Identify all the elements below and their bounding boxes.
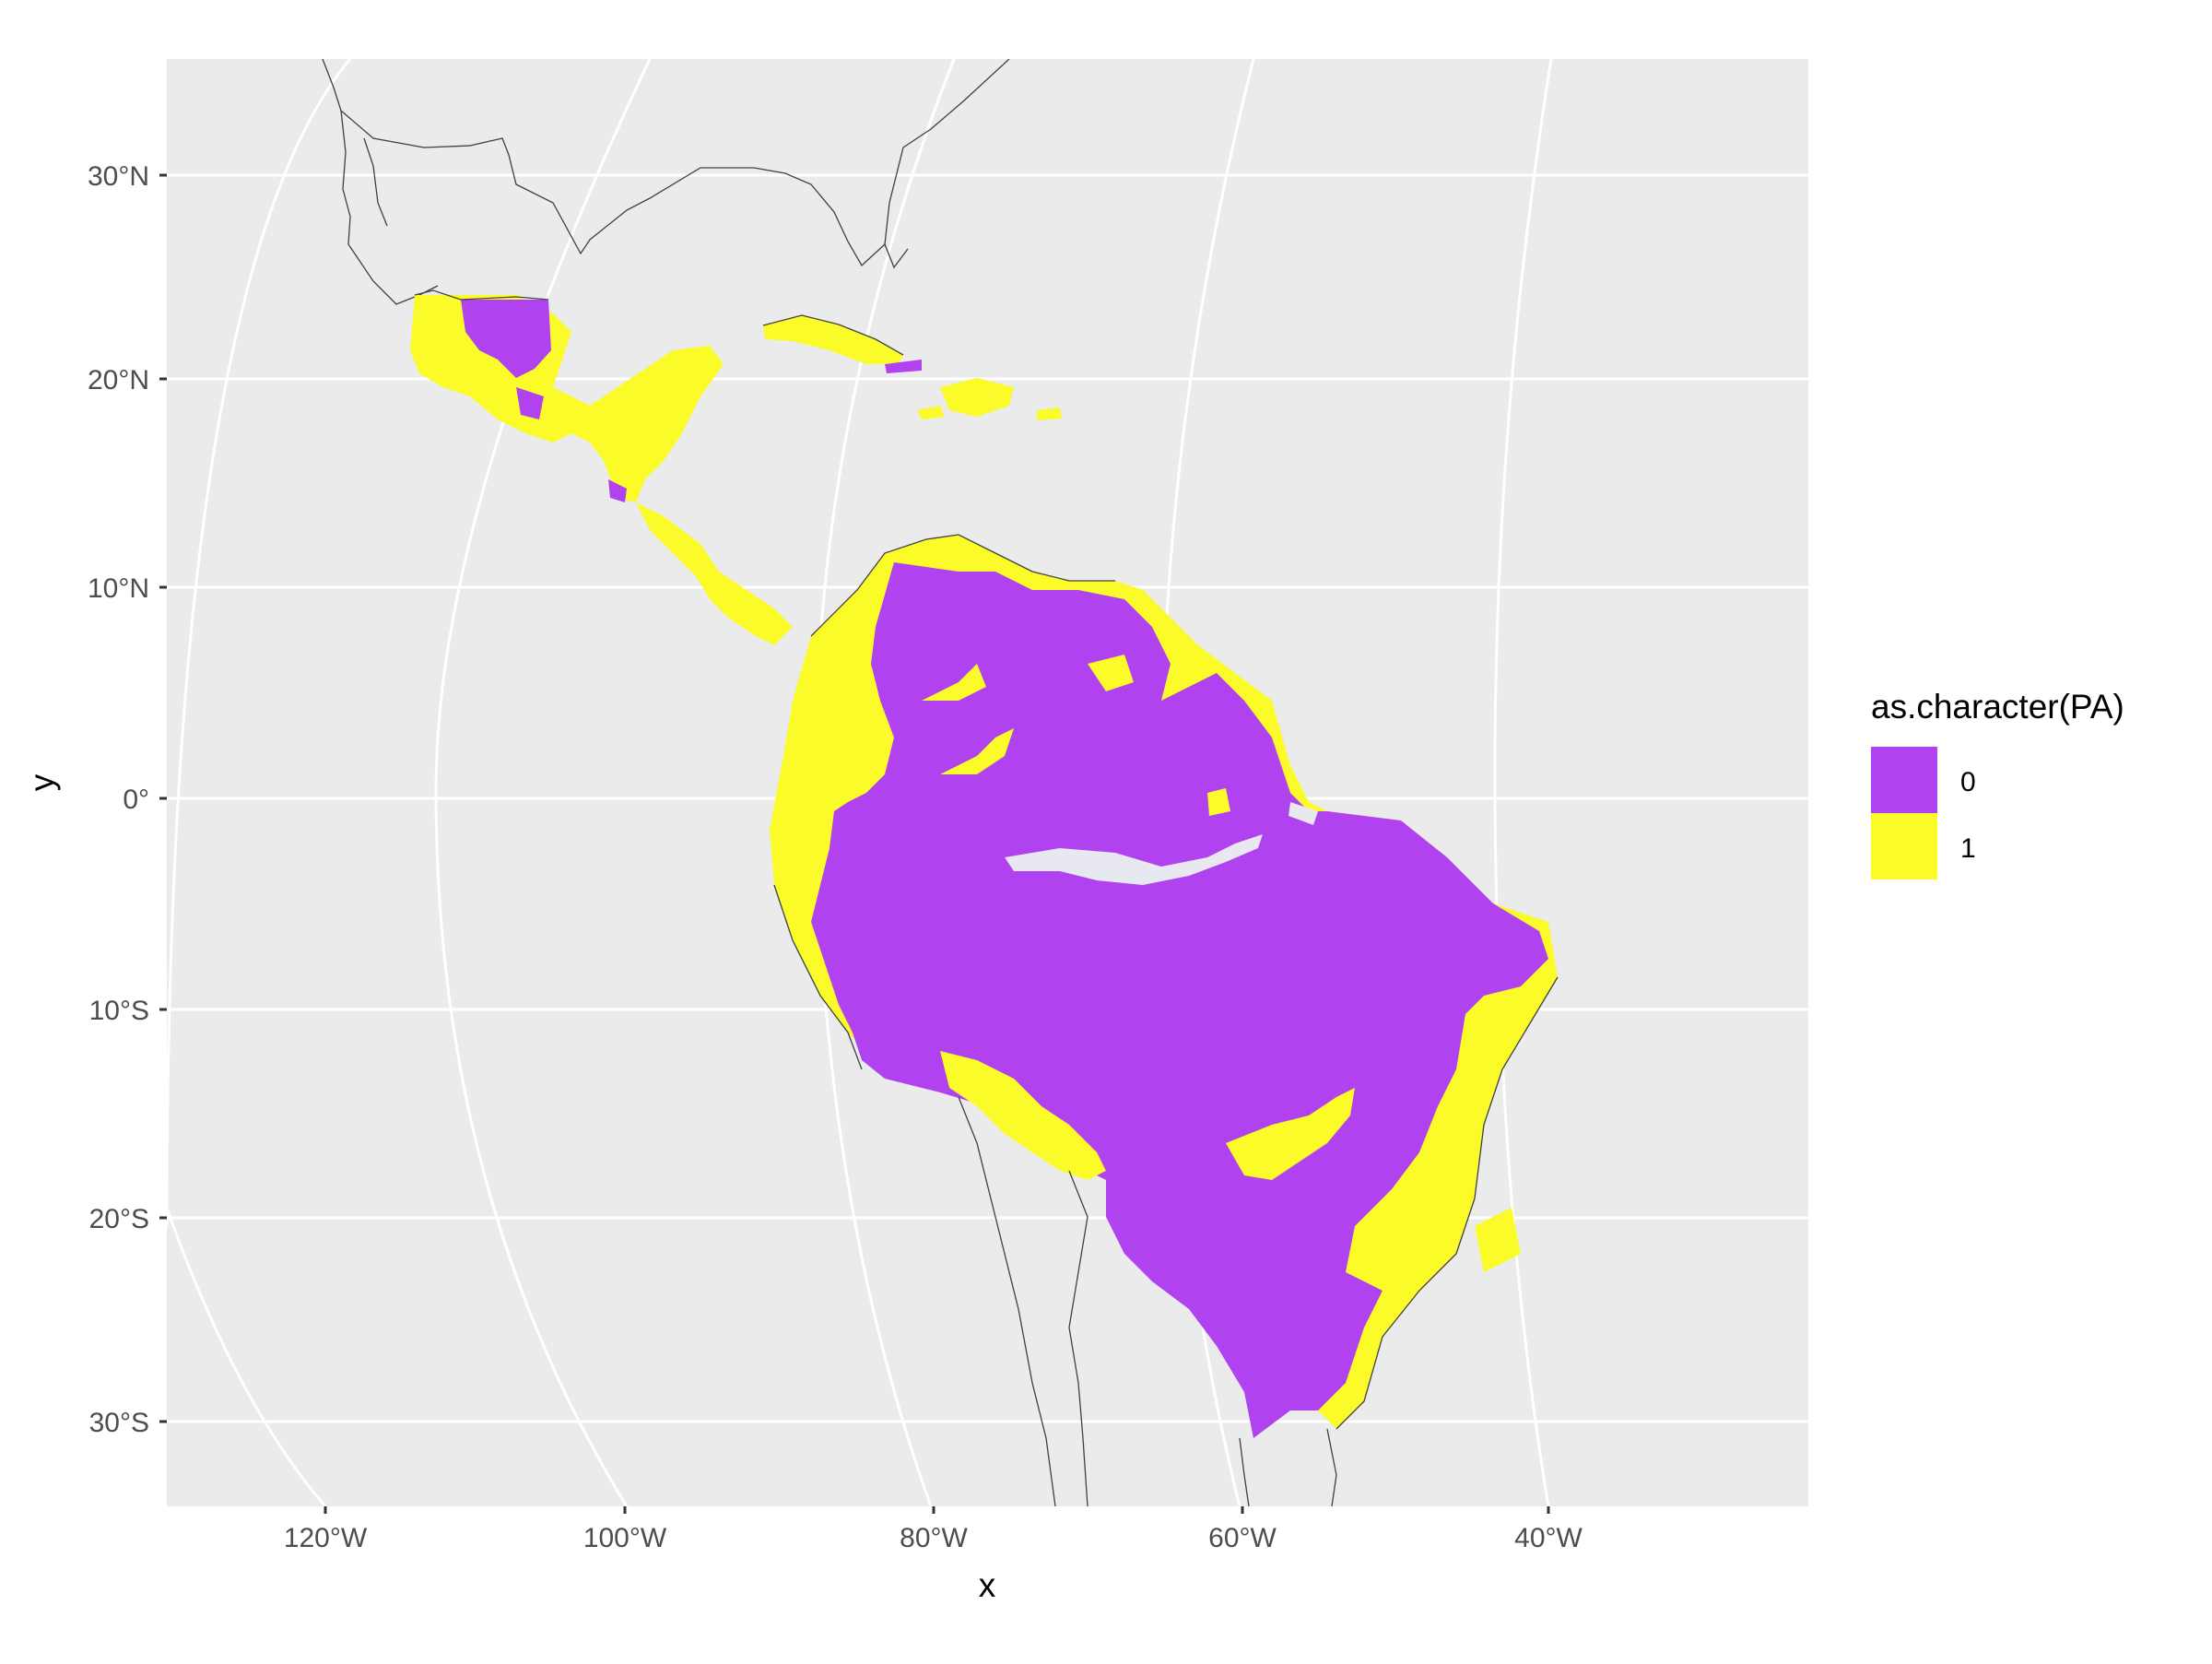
central-brazil-presence xyxy=(1226,1088,1355,1180)
cuba-absence-patch xyxy=(885,360,922,373)
y-tick-label: 10°N xyxy=(88,573,149,604)
presence-patches xyxy=(922,655,1521,1272)
baja-peninsula xyxy=(363,137,388,227)
legend-key-1 xyxy=(1871,813,1937,879)
no-data-gaps xyxy=(1005,802,1318,885)
x-tick-label: 120°W xyxy=(284,1523,368,1553)
south-america-absence xyxy=(811,562,1548,1438)
mexico-north-border xyxy=(414,289,549,301)
y-tick-label: 30°N xyxy=(88,161,149,192)
x-axis: 120°W 100°W 80°W 60°W 40°W xyxy=(284,1506,1583,1553)
amazon-presence-patch xyxy=(1207,788,1230,816)
meridian-130w xyxy=(167,59,352,1227)
coastlines xyxy=(414,289,1559,1506)
legend-label-1: 1 xyxy=(1960,833,1976,864)
north-presence-patch xyxy=(940,728,1014,774)
central-america-absence-patch xyxy=(608,479,627,502)
guiana-presence-patch xyxy=(1088,655,1134,691)
amazon-river-gap xyxy=(1005,834,1263,885)
venezuela-presence-patch xyxy=(922,664,986,701)
y-tick-label: 20°N xyxy=(88,365,149,395)
uruguay-border xyxy=(1239,1437,1250,1506)
amazon-mouth-gap xyxy=(1288,802,1318,825)
cuba-coast xyxy=(762,314,904,356)
cuba-presence xyxy=(763,315,903,364)
country-borders xyxy=(322,59,1010,305)
meridian-120w-south xyxy=(167,1207,327,1506)
mexico-absence-patch xyxy=(516,387,544,419)
y-tick-label: 20°S xyxy=(89,1204,149,1234)
hispaniola-presence xyxy=(940,378,1014,417)
chile-border xyxy=(958,1096,1056,1506)
y-axis: 30°N 20°N 10°N 0° 10°S 20°S 30°S xyxy=(88,161,167,1438)
us-border xyxy=(340,59,1010,267)
chiquitano-presence xyxy=(940,1051,1106,1180)
central-america-presence xyxy=(636,502,793,645)
north-america-west-coast xyxy=(322,59,439,305)
legend: as.character(PA) 0 1 xyxy=(1871,688,2124,879)
x-tick-label: 40°W xyxy=(1514,1523,1583,1553)
x-tick-label: 80°W xyxy=(900,1523,968,1553)
meridian-40w xyxy=(1493,59,1553,1506)
x-tick-label: 60°W xyxy=(1208,1523,1277,1553)
y-tick-label: 0° xyxy=(123,785,149,815)
peru-coast xyxy=(773,884,863,1070)
south-east-presence-patch xyxy=(1475,1208,1521,1272)
legend-label-0: 0 xyxy=(1960,767,1976,797)
puerto-rico-presence xyxy=(1037,407,1062,420)
jamaica-presence xyxy=(917,406,945,419)
legend-key-0 xyxy=(1871,747,1937,813)
argentina-border xyxy=(1068,1170,1088,1506)
absence-areas xyxy=(461,300,1548,1438)
x-axis-title: x xyxy=(979,1566,996,1604)
legend-title: as.character(PA) xyxy=(1871,688,2124,726)
y-tick-label: 30°S xyxy=(89,1408,149,1438)
south-america-north-coast xyxy=(810,534,1115,637)
uruguay-coast xyxy=(1326,1428,1337,1506)
y-axis-title: y xyxy=(23,773,61,791)
mexico-absence xyxy=(461,300,551,378)
brazil-east-coast xyxy=(1335,976,1559,1430)
florida xyxy=(884,243,909,269)
x-tick-label: 100°W xyxy=(583,1523,667,1553)
y-tick-label: 10°S xyxy=(89,996,149,1026)
